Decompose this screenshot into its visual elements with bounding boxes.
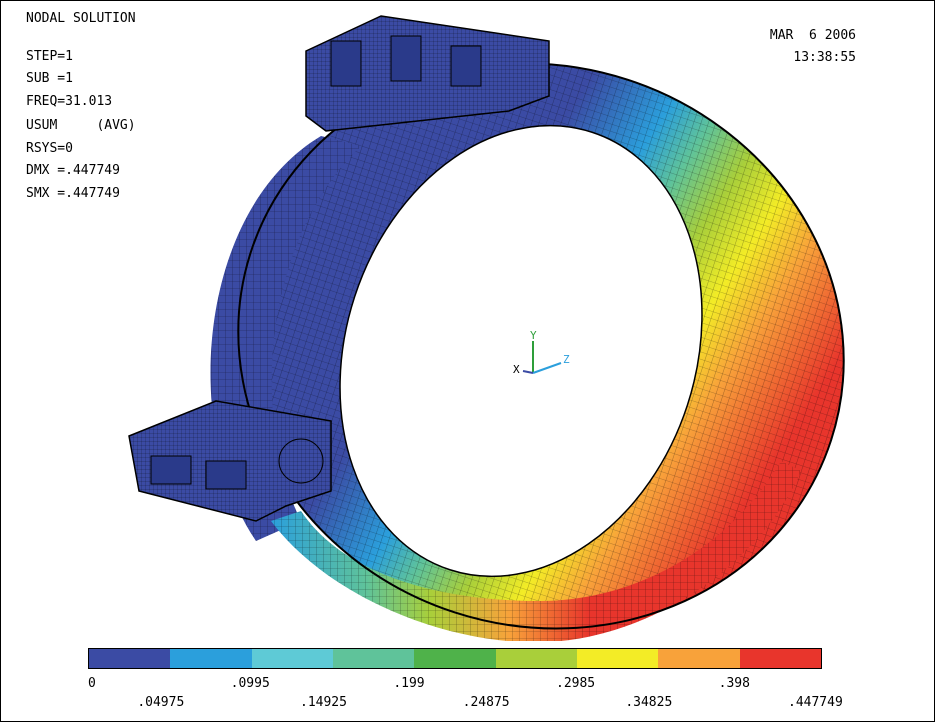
ring-inner-edge <box>339 124 703 578</box>
legend-label-lower: .14925 <box>300 695 347 710</box>
legend-swatch <box>576 649 659 668</box>
legend-swatch <box>658 649 740 668</box>
legend-label-upper: .398 <box>718 676 750 691</box>
info-usum: USUM (AVG) <box>26 118 136 133</box>
triad-z-label: Z <box>563 353 570 366</box>
info-smx: SMX =.447749 <box>26 186 120 201</box>
legend-label-upper: 0 <box>88 676 96 691</box>
legend-swatch <box>495 649 577 668</box>
plot-title: NODAL SOLUTION <box>26 11 136 26</box>
legend-label-lower: .04975 <box>137 695 185 710</box>
legend-swatch <box>170 649 252 668</box>
info-step: STEP=1 <box>26 49 73 64</box>
legend-swatch <box>414 649 496 668</box>
legend-swatch <box>251 649 333 668</box>
left-bracket <box>128 400 332 522</box>
coordinate-triad: Y Z X <box>513 329 570 376</box>
legend-swatch <box>332 649 415 668</box>
legend-label-upper: .2985 <box>556 676 596 691</box>
contour-legend-bar <box>88 648 822 669</box>
plot-time: 13:38:55 <box>793 50 856 65</box>
legend-swatch <box>739 649 821 668</box>
triad-x-label: X <box>513 363 520 376</box>
legend-label-lower: .24875 <box>462 695 510 710</box>
ring-body <box>210 63 844 641</box>
fea-model-plot[interactable]: Y Z X <box>1 1 934 641</box>
info-sub: SUB =1 <box>26 71 73 86</box>
plot-date: MAR 6 2006 <box>769 28 856 43</box>
info-dmx: DMX =.447749 <box>26 163 120 178</box>
legend-label-lower: .447749 <box>788 695 843 710</box>
info-freq: FREQ=31.013 <box>26 94 113 109</box>
top-bracket <box>305 15 550 132</box>
ring-outline <box>237 62 845 630</box>
info-rsys: RSYS=0 <box>26 141 73 156</box>
legend-swatch <box>89 649 171 668</box>
legend-label-lower: .34825 <box>625 695 673 710</box>
triad-y-label: Y <box>530 329 537 342</box>
legend-label-upper: .199 <box>393 676 425 691</box>
legend-label-upper: .0995 <box>230 676 270 691</box>
